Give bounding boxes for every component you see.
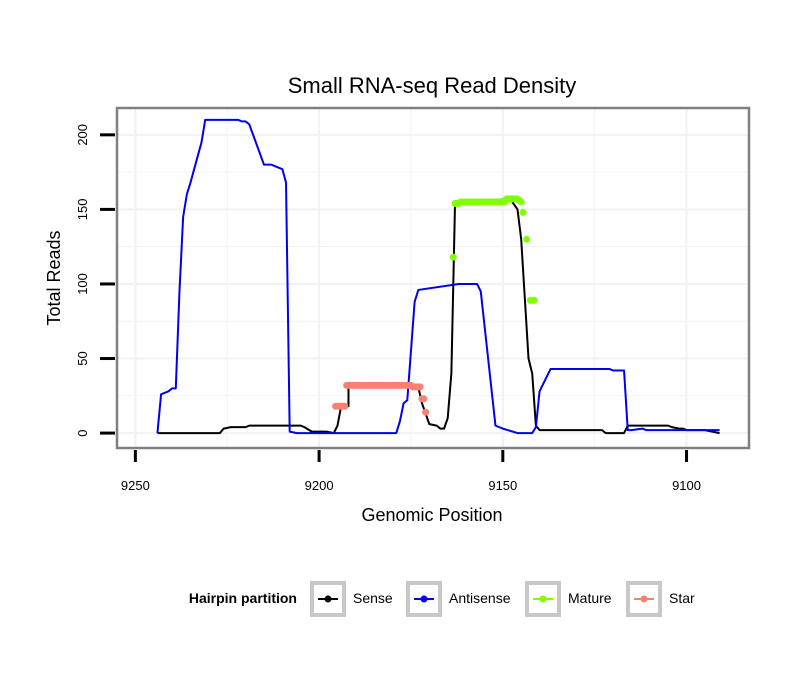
data-point-star [420, 395, 428, 403]
legend-item-star: Star [626, 581, 695, 617]
legend-label-mature: Mature [568, 590, 612, 606]
grid-lines [117, 108, 749, 448]
y-tick-label: 50 [75, 351, 90, 365]
x-tick-label: 9100 [672, 478, 701, 493]
legend-key-point [539, 595, 547, 603]
legend-label-sense: Sense [353, 590, 393, 606]
series-points-star [332, 381, 430, 416]
legend-title: Hairpin partition [189, 590, 297, 606]
legend-key-point [324, 595, 332, 603]
legend: Hairpin partition Sense Antisense Mature St… [189, 581, 695, 617]
legend-item-antisense: Antisense [406, 581, 511, 617]
plot-border [115, 106, 751, 450]
y-tick-label: 100 [75, 273, 90, 295]
y-tick-label: 200 [75, 124, 90, 146]
legend-key-point [420, 595, 428, 603]
series-line-sense [157, 197, 720, 435]
legend-label-antisense: Antisense [449, 590, 511, 606]
series-line-antisense [156, 118, 720, 435]
series-points-mature [449, 195, 538, 304]
data-point-mature [517, 198, 525, 206]
y-axis-title: Total Reads [44, 230, 64, 325]
legend-label-star: Star [669, 590, 695, 606]
data-point-star [422, 408, 430, 416]
data-point-mature [449, 253, 457, 261]
data-point-star [416, 383, 424, 391]
data-point-star [341, 402, 349, 410]
axes: 9250 9200 9150 9100 0 50 100 150 200 [75, 124, 701, 493]
plot-data [156, 118, 720, 435]
x-tick-label: 9250 [121, 478, 150, 493]
chart-title: Small RNA-seq Read Density [288, 73, 577, 98]
data-point-mature [530, 296, 538, 304]
x-axis-title: Genomic Position [361, 505, 502, 525]
legend-key-box [406, 581, 442, 617]
y-tick-label: 150 [75, 199, 90, 221]
x-tick-label: 9200 [305, 478, 334, 493]
legend-item-sense: Sense [310, 581, 393, 617]
y-tick-label: 0 [75, 429, 90, 436]
data-point-mature [519, 208, 527, 216]
x-tick-label: 9150 [488, 478, 517, 493]
legend-entries: Sense Antisense Mature Star [310, 581, 695, 617]
legend-key-point [640, 595, 648, 603]
data-point-mature [523, 235, 531, 243]
legend-item-mature: Mature [525, 581, 612, 617]
